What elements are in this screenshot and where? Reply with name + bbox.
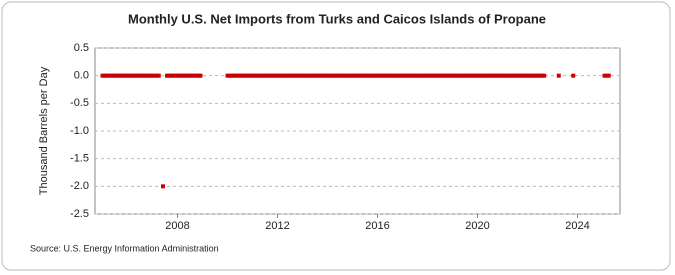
data-point [477,73,482,78]
x-tick-label: 2012 [265,220,289,232]
data-point [483,73,488,78]
data-point [315,73,319,78]
data-point [152,73,157,78]
data-point [227,73,232,78]
data-point [402,73,407,78]
data-point [271,73,276,78]
data-point [371,73,376,78]
data-point [502,73,507,78]
data-point [277,73,282,78]
data-point [340,73,344,78]
data-point [490,73,494,78]
y-tick-label: 0.5 [74,42,89,54]
y-tick-label: 0.0 [74,70,89,82]
source: Source: U.S. Energy Information Administ… [30,243,219,253]
data-point [196,73,201,78]
data-point [127,73,132,78]
data-point [358,73,363,78]
data-point [121,73,126,78]
data-point [308,73,313,78]
data-point [471,73,476,78]
data-point [390,73,394,78]
data-point [352,73,357,78]
data-point [333,73,338,78]
data-point [408,73,413,78]
data-point [290,73,294,78]
data-point [156,73,161,78]
data-point [515,73,519,78]
data-point [183,73,188,78]
data-point [465,73,469,78]
data-point [198,73,203,78]
data-point [140,73,144,78]
data-point [321,73,326,78]
chart-title: Monthly U.S. Net Imports from Turks and … [128,11,546,26]
data-point [496,73,501,78]
x-tick-label: 2008 [165,220,189,232]
y-tick-label: -2.5 [70,208,89,220]
data-point [533,73,538,78]
data-point [302,73,307,78]
data-point [377,73,382,78]
data-point [283,73,288,78]
data-point [446,73,451,78]
data-point [233,73,238,78]
data-point [396,73,401,78]
data-point [258,73,263,78]
y-tick-label: -1.0 [70,125,89,137]
y-tick-label: -2.0 [70,180,89,192]
data-point [527,73,532,78]
data-point [540,73,544,78]
data-point [383,73,388,78]
data-point [102,73,107,78]
data-point [115,73,119,78]
x-tick-label: 2016 [365,220,389,232]
data-point [327,73,332,78]
data-point [440,73,444,78]
data-point [433,73,438,78]
x-tick-label: 2024 [565,220,589,232]
data-point [571,73,576,78]
data-point [542,73,547,78]
y-tick-label: -0.5 [70,97,89,109]
data-point [240,73,244,78]
data-point [421,73,426,78]
data-point [190,73,194,78]
data-point [161,184,165,189]
data-point [427,73,432,78]
y-axis-label: Thousand Barrels per Day [38,66,50,195]
data-point [556,73,561,78]
data-point [606,73,611,78]
data-point [508,73,513,78]
data-point [452,73,457,78]
data-point [108,73,113,78]
data-point [296,73,301,78]
data-point [602,73,607,78]
data-point [252,73,257,78]
data-point [171,73,176,78]
data-point [265,73,269,78]
x-tick-label: 2020 [465,220,489,232]
data-point [346,73,351,78]
data-point [415,73,419,78]
data-point [246,73,251,78]
data-point [177,73,182,78]
data-point [365,73,369,78]
data-point [133,73,138,78]
y-tick-label: -1.5 [70,153,89,165]
data-point [458,73,463,78]
data-point [165,73,169,78]
data-point [521,73,526,78]
data-point [146,73,151,78]
